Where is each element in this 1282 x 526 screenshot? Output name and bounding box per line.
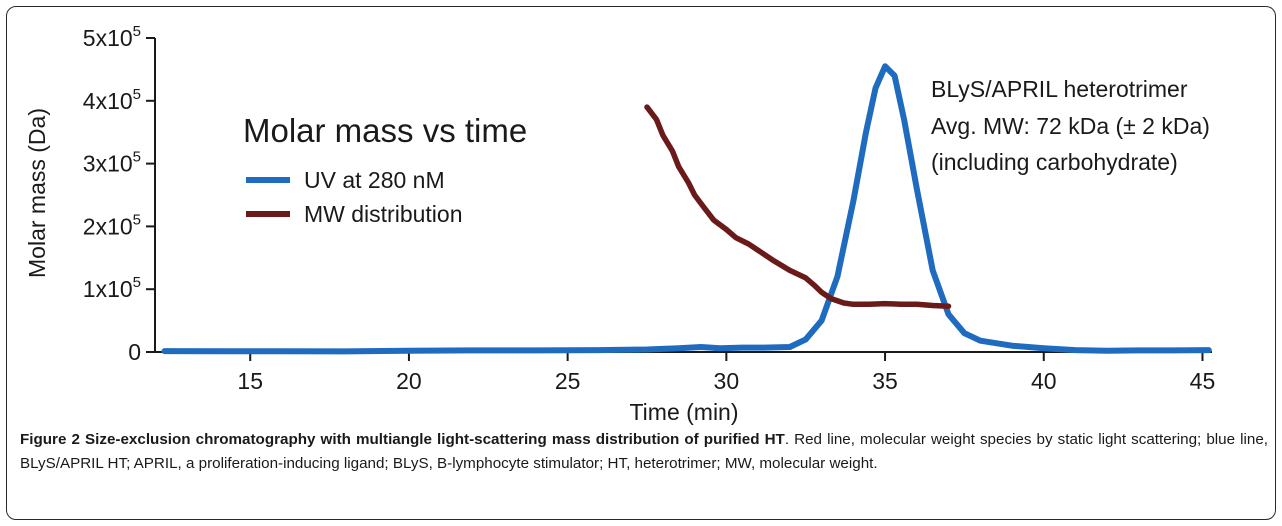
x-tick-label: 15: [237, 368, 263, 394]
annotation: BLyS/APRIL heterotrimer Avg. MW: 72 kDa …: [931, 76, 1210, 175]
x-tick-label: 25: [555, 368, 581, 394]
chart: 0 1x105 2x105 3x105 4x105 5x105 15 20 25 30 35 40 45…: [24, 23, 1216, 425]
annotation-line-1: BLyS/APRIL heterotrimer: [931, 76, 1188, 102]
y-tick-label: 5x105: [83, 23, 141, 51]
x-tick-label: 35: [872, 368, 898, 394]
series-line-uv: [161, 63, 1212, 355]
legend-label-mw: MW distribution: [304, 201, 462, 227]
y-tick-label: 4x105: [83, 86, 141, 114]
series-line-mw: [644, 104, 952, 309]
annotation-line-3: (including carbohydrate): [931, 149, 1178, 175]
figure-caption: Figure 2 Size-exclusion chromatography w…: [20, 428, 1268, 476]
caption-text: . Red line, molecular weight species by …: [20, 431, 1268, 472]
legend: Molar mass vs time UV at 280 nM MW distr…: [243, 112, 527, 227]
figure-frame: [6, 6, 1276, 520]
chart-title: Molar mass vs time: [243, 112, 527, 149]
y-tick-label: 1x105: [83, 274, 141, 302]
annotation-line-2: Avg. MW: 72 kDa (± 2 kDa): [931, 113, 1210, 139]
y-tick-label: 0: [128, 339, 141, 365]
legend-label-uv: UV at 280 nM: [304, 167, 445, 193]
x-tick-label: 20: [396, 368, 422, 394]
caption-label: Figure 2 Size-exclusion chromatography w…: [20, 431, 785, 448]
x-tick-label: 40: [1031, 368, 1057, 394]
x-tick-label: 30: [714, 368, 740, 394]
series-layer: [161, 63, 1212, 355]
y-tick-label: 2x105: [83, 211, 141, 239]
x-tick-label: 45: [1190, 368, 1216, 394]
y-axis-title: Molar mass (Da): [24, 108, 50, 278]
x-axis-title: Time (min): [629, 399, 738, 425]
y-tick-label: 3x105: [83, 149, 141, 177]
